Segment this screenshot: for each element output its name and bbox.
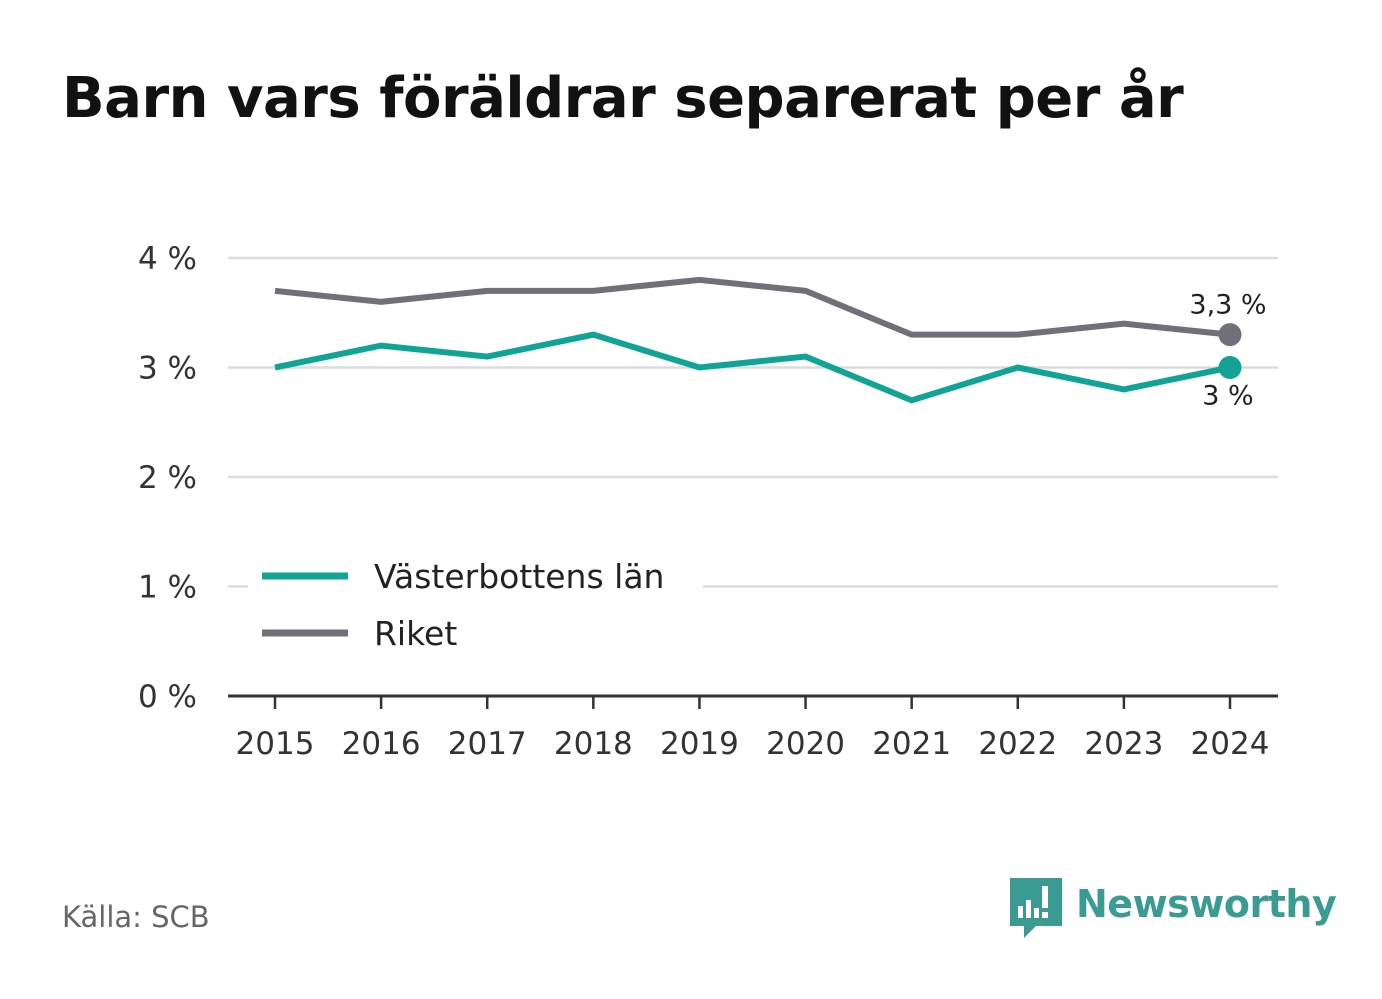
series-end-point (1218, 356, 1242, 379)
x-tick-label: 2021 (872, 726, 951, 762)
newsworthy-logo-icon (1010, 878, 1062, 938)
x-tick-label: 2020 (766, 726, 845, 762)
y-tick-label: 2 % (138, 460, 197, 496)
gridlines (228, 256, 1278, 588)
legend-background (248, 548, 703, 668)
x-tick-label: 2019 (660, 726, 739, 762)
x-tick-label: 2015 (236, 726, 315, 762)
y-tick-label: 4 % (138, 241, 197, 277)
x-axis: 2015 2016 2017 2018 2019 2020 2021 2022 2023 2024 (228, 694, 1278, 762)
y-tick-label: 1 % (138, 570, 197, 606)
series-end-point (1218, 323, 1242, 347)
end-label: 3 % (1202, 381, 1253, 412)
x-tick-label: 2023 (1084, 726, 1163, 762)
legend-label: Riket (374, 614, 457, 653)
series-line (274, 331, 1231, 404)
x-tick-label: 2017 (448, 726, 527, 762)
brand-name: Newsworthy (1076, 882, 1337, 926)
brand-logo: Newsworthy (1010, 878, 1337, 942)
end-labels: 3,3 % 3 % (1189, 290, 1266, 412)
source-note: Källa: SCB (62, 900, 210, 934)
x-tick-label: 2016 (342, 726, 421, 762)
series-line (274, 276, 1231, 338)
y-tick-label: 0 % (138, 679, 197, 715)
y-tick-label: 3 % (138, 351, 197, 387)
series-lines (274, 276, 1242, 404)
y-axis-tick-labels: 0 % 1 % 2 % 3 % 4 % (138, 241, 197, 715)
chart-title: Barn vars föräldrar separerat per år (62, 66, 1184, 131)
end-label: 3,3 % (1189, 290, 1266, 321)
legend: Västerbottens län Riket (248, 548, 703, 668)
x-tick-label: 2022 (978, 726, 1057, 762)
legend-label: Västerbottens län (374, 557, 664, 596)
x-tick-label: 2024 (1191, 726, 1270, 762)
x-tick-label: 2018 (554, 726, 633, 762)
